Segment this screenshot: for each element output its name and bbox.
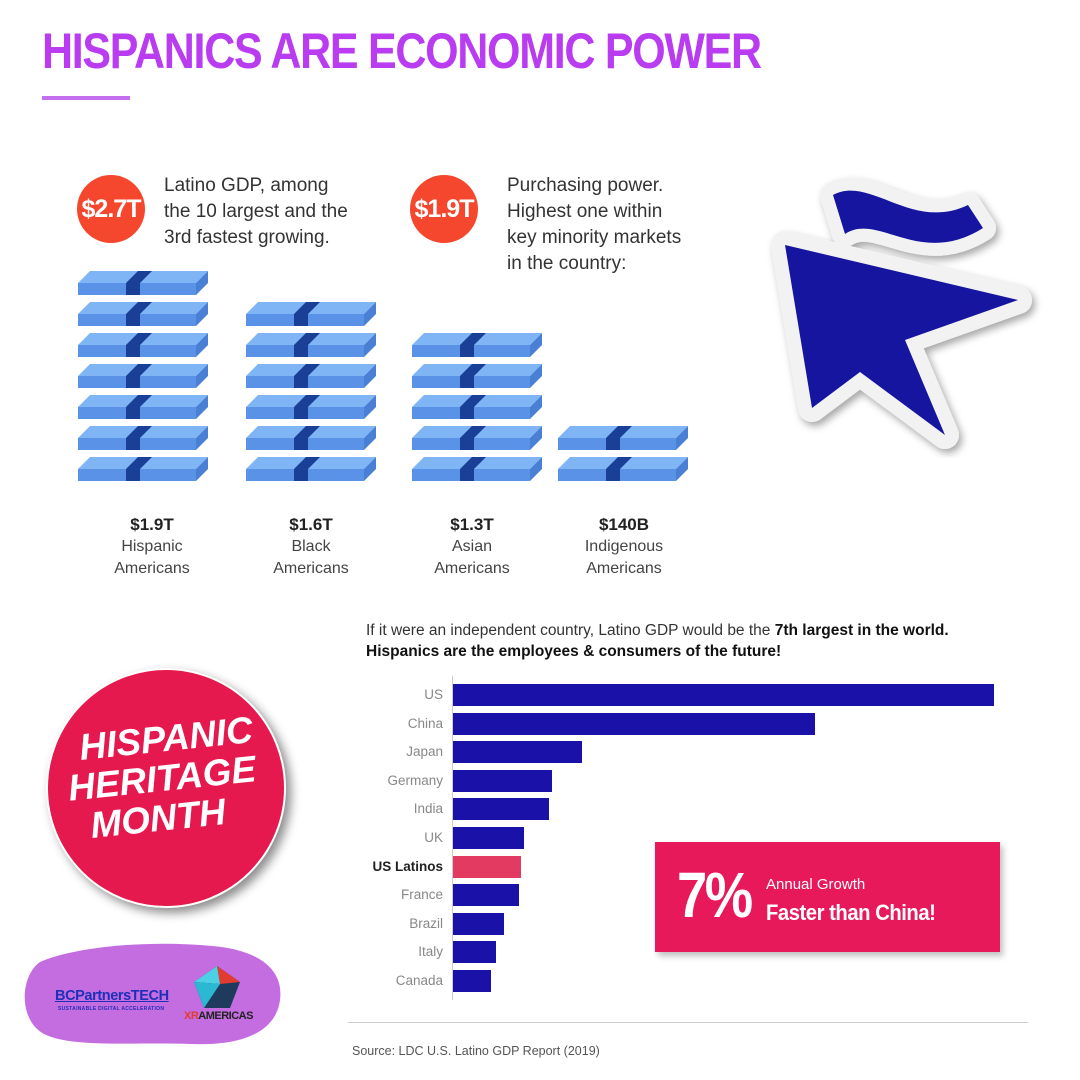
purchasing-power-description: Purchasing power. Highest one within key… — [507, 173, 681, 277]
country-label: China — [407, 715, 443, 731]
country-bar — [453, 941, 496, 964]
country-bar — [453, 684, 994, 706]
highlight-bar — [453, 855, 521, 878]
indigenous-value: $140B — [598, 515, 650, 534]
country-label: France — [400, 887, 443, 903]
purchasing-power-line: Purchasing power. — [507, 175, 664, 196]
hispanic-label: Hispanic Americans — [77, 536, 227, 580]
money-bill — [246, 333, 376, 357]
gdp-intro-text: If it were an independent country, Latin… — [366, 622, 775, 639]
hispanic-label-line: Hispanic — [121, 538, 183, 555]
country-label: Japan — [406, 744, 443, 760]
country-label: Germany — [387, 772, 443, 788]
money-bill — [558, 426, 688, 450]
footer-divider — [348, 1022, 1028, 1023]
asian-value: $1.3T — [450, 515, 494, 534]
money-bill — [78, 426, 208, 450]
black-label-line: Black — [291, 538, 331, 555]
indigenous-label-line: Americans — [586, 560, 662, 577]
money-bill — [246, 364, 376, 388]
purchasing-power-line: key minority markets — [507, 227, 682, 248]
bcpartners-logo: BCPartnersTECH — [55, 988, 169, 1004]
country-label: UK — [424, 830, 443, 845]
xr-americas-logo-icon — [194, 966, 240, 1008]
country-bar — [453, 827, 524, 849]
country-bar — [453, 970, 491, 992]
country-label: Italy — [418, 944, 443, 960]
page-title: HISPANICS ARE ECONOMIC POWER — [42, 23, 762, 79]
money-bill — [412, 364, 542, 388]
asian-label-line: Asian — [451, 538, 493, 555]
money-bill — [78, 271, 208, 295]
money-bill — [246, 457, 376, 481]
black-label-line: Americans — [273, 560, 349, 577]
title-underline — [42, 96, 130, 100]
money-bill — [78, 302, 208, 326]
partner-logos: BCPartnersTECH SUSTAINABLE DIGITAL ACCEL… — [22, 940, 282, 1048]
purchasing-power-badge: $1.9T — [410, 175, 478, 243]
asian-label-line: Americans — [434, 560, 510, 577]
growth-callout: 7% Annual Growth Faster than China! — [655, 842, 1000, 952]
gdp-stat-line: 3rd fastest growing. — [164, 227, 330, 248]
black-value: $1.6T — [289, 515, 333, 534]
growth-label: Annual Growth — [766, 876, 866, 893]
gdp-stat-badge: $2.7T — [77, 175, 145, 243]
gdp-stat-line: Latino GDP, among — [164, 175, 329, 196]
country-label: US — [424, 687, 443, 702]
country-label: Canada — [395, 973, 443, 988]
country-bar — [453, 884, 519, 907]
country-bar — [453, 769, 552, 792]
country-bar — [453, 798, 549, 821]
money-bill — [246, 302, 376, 326]
star-tilde-logo-icon — [771, 177, 1032, 449]
country-bar — [453, 712, 815, 735]
money-bill — [78, 364, 208, 388]
country-label: US Latinos — [372, 858, 443, 874]
gdp-intro-line2: Hispanics are the employees & consumers … — [366, 643, 782, 660]
xr-prefix: XR — [184, 1010, 199, 1022]
chart-axis-line — [452, 676, 453, 1000]
xr-americas-label: XRAMERICAS — [184, 1010, 253, 1022]
bcpartners-tagline: SUSTAINABLE DIGITAL ACCELERATION — [58, 1006, 165, 1012]
money-bill — [412, 457, 542, 481]
money-bill — [558, 457, 688, 481]
money-bill — [412, 333, 542, 357]
money-bill — [412, 426, 542, 450]
money-bill — [78, 395, 208, 419]
growth-percent: 7% — [677, 859, 753, 931]
money-bill — [78, 457, 208, 481]
money-bill — [412, 395, 542, 419]
hispanic-value: $1.9T — [130, 515, 174, 534]
asian-label: Asian Americans — [397, 536, 547, 580]
gdp-stat-description: Latino GDP, among the 10 largest and the… — [164, 173, 348, 251]
black-label: Black Americans — [236, 536, 386, 580]
gdp-intro-bold: 7th largest in the world. — [774, 622, 949, 639]
xr-suffix: AMERICAS — [198, 1010, 253, 1022]
country-bar — [453, 741, 582, 764]
gdp-stat-line: the 10 largest and the — [164, 201, 348, 222]
purchasing-power-line: in the country: — [507, 253, 627, 274]
money-bill — [246, 395, 376, 419]
badge-circle — [46, 668, 286, 908]
country-label: India — [413, 801, 443, 817]
growth-comparison: Faster than China! — [766, 900, 936, 925]
indigenous-label: Indigenous Americans — [549, 536, 699, 580]
gdp-chart-intro: If it were an independent country, Latin… — [366, 620, 949, 662]
money-bill — [246, 426, 376, 450]
indigenous-label-line: Indigenous — [584, 538, 664, 555]
source-note: Source: LDC U.S. Latino GDP Report (2019… — [352, 1044, 600, 1058]
country-label: Brazil — [409, 915, 443, 931]
purchasing-power-line: Highest one within — [507, 201, 663, 222]
hispanic-heritage-month-badge: HISPANIC HERITAGE MONTH — [46, 668, 286, 908]
hispanic-label-line: Americans — [114, 560, 190, 577]
money-bill — [78, 333, 208, 357]
country-bar — [453, 912, 504, 935]
